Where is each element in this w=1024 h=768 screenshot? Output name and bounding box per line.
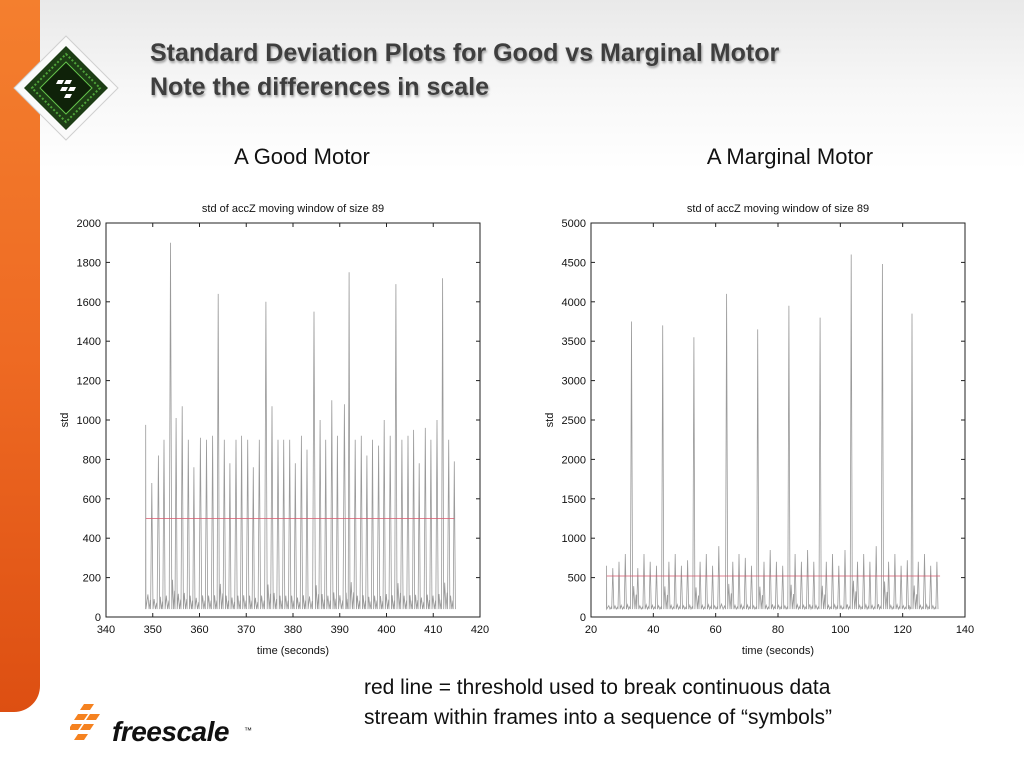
good-motor-chart: std of accZ moving window of size 89 time… xyxy=(59,203,489,657)
y-tick-label: 2500 xyxy=(562,415,586,427)
x-axis-label: time (seconds) xyxy=(257,645,329,657)
x-tick-label: 80 xyxy=(772,624,784,636)
y-tick-label: 2000 xyxy=(77,218,101,230)
y-tick-label: 200 xyxy=(83,573,101,585)
y-tick-label: 0 xyxy=(95,612,101,624)
x-tick-label: 420 xyxy=(471,624,489,636)
y-tick-label: 5000 xyxy=(562,218,586,230)
marginal-motor-chart: std of accZ moving window of size 89 time… xyxy=(544,203,974,657)
x-tick-label: 140 xyxy=(956,624,974,636)
x-tick-label: 380 xyxy=(284,624,302,636)
y-tick-label: 1200 xyxy=(77,376,101,388)
x-tick-label: 60 xyxy=(710,624,722,636)
y-tick-label: 1400 xyxy=(77,336,101,348)
chip-logo-icon xyxy=(13,35,119,141)
note-line-2: stream within frames into a sequence of … xyxy=(364,706,833,729)
title-line-1: Standard Deviation Plots for Good vs Mar… xyxy=(150,39,780,67)
x-tick-label: 390 xyxy=(331,624,349,636)
threshold-note: red line = threshold used to break conti… xyxy=(364,673,832,733)
y-axis-label: std xyxy=(544,413,556,428)
y-tick-label: 3500 xyxy=(562,336,586,348)
y-tick-label: 1000 xyxy=(562,533,586,545)
x-tick-label: 20 xyxy=(585,624,597,636)
y-tick-label: 400 xyxy=(83,533,101,545)
y-tick-label: 600 xyxy=(83,494,101,506)
freescale-wordmark: freescale xyxy=(112,716,229,747)
y-tick-label: 4000 xyxy=(562,297,586,309)
note-line-1: red line = threshold used to break conti… xyxy=(364,676,831,699)
x-tick-label: 100 xyxy=(831,624,849,636)
std-trace-line xyxy=(145,242,456,610)
y-tick-label: 1000 xyxy=(77,415,101,427)
y-tick-label: 2000 xyxy=(562,454,586,466)
y-axis-label: std xyxy=(59,413,71,428)
title-line-2: Note the differences in scale xyxy=(150,73,490,101)
marginal-motor-heading: A Marginal Motor xyxy=(706,144,874,169)
plot-frame xyxy=(590,222,966,618)
freescale-logo: freescale ™ xyxy=(70,700,270,750)
y-tick-label: 0 xyxy=(580,612,586,624)
y-tick-label: 3000 xyxy=(562,376,586,388)
x-tick-label: 400 xyxy=(377,624,395,636)
chart-title: std of accZ moving window of size 89 xyxy=(202,203,384,215)
trademark-symbol: ™ xyxy=(244,726,252,735)
x-axis-label: time (seconds) xyxy=(742,645,814,657)
slide-title: Standard Deviation Plots for Good vs Mar… xyxy=(150,36,779,104)
std-trace-line xyxy=(606,254,939,611)
chart-title: std of accZ moving window of size 89 xyxy=(687,203,869,215)
plot-frame xyxy=(105,222,481,618)
y-tick-label: 4500 xyxy=(562,257,586,269)
y-tick-label: 1500 xyxy=(562,494,586,506)
orange-side-band xyxy=(0,0,40,712)
x-tick-label: 340 xyxy=(97,624,115,636)
y-tick-label: 500 xyxy=(568,573,586,585)
x-tick-label: 120 xyxy=(893,624,911,636)
good-motor-heading: A Good Motor xyxy=(234,144,370,169)
x-tick-label: 410 xyxy=(424,624,442,636)
x-tick-label: 40 xyxy=(647,624,659,636)
freescale-mark-icon xyxy=(70,704,100,740)
y-tick-label: 1600 xyxy=(77,297,101,309)
x-tick-label: 360 xyxy=(190,624,208,636)
x-tick-label: 370 xyxy=(237,624,255,636)
y-tick-label: 1800 xyxy=(77,257,101,269)
y-tick-label: 800 xyxy=(83,454,101,466)
x-tick-label: 350 xyxy=(144,624,162,636)
